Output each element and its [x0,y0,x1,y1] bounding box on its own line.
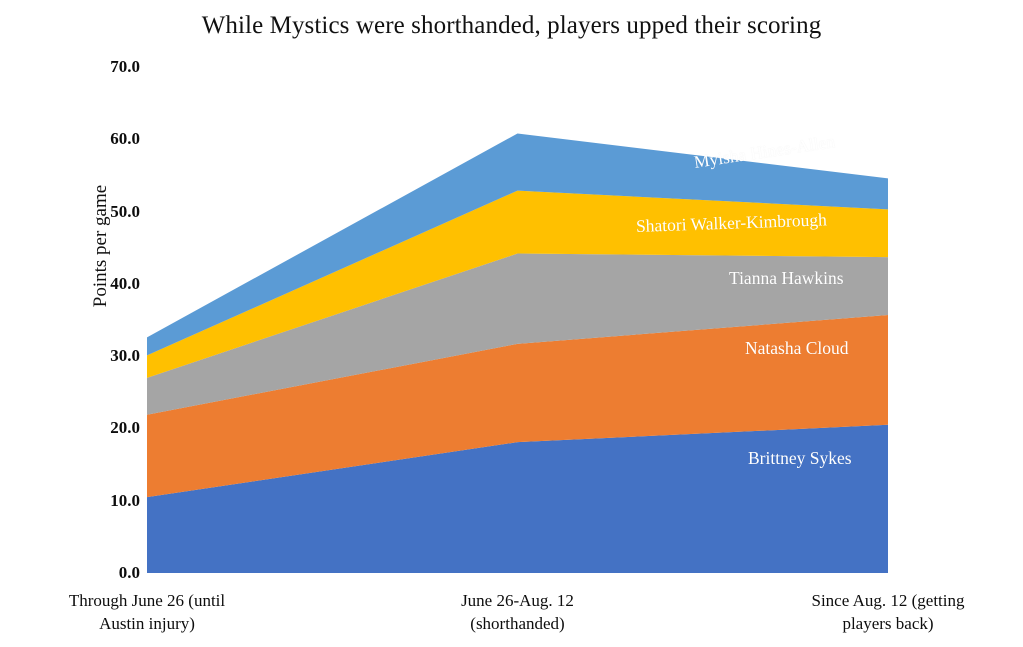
x-axis-tick-label: Since Aug. 12 (getting players back) [738,589,1023,635]
plot-area [147,67,888,573]
x-axis-tick-label-line2: (shorthanded) [470,614,565,633]
y-axis-tick-label: 40.0 [110,273,140,293]
y-axis-tick-label: 70.0 [110,57,140,76]
x-axis-tick-label-line1: Since Aug. 12 (getting [811,591,965,610]
series-label-brittney-sykes: Brittney Sykes [748,448,852,468]
area-bands [147,133,888,573]
x-axis-tick-label: June 26-Aug. 12 (shorthanded) [378,589,658,635]
y-axis-tick-label: 50.0 [110,201,140,221]
area-band-brittney-sykes [147,424,888,573]
area-band-natasha-cloud [147,314,888,498]
area-band-myisha-hines-allen [147,133,888,356]
x-axis-tick-label-line2: players back) [842,614,934,633]
series-label-tianna-hawkins: Tianna Hawkins [729,268,844,288]
x-axis-tick-label-line2: Austin injury) [99,614,195,633]
series-label-natasha-cloud: Natasha Cloud [745,338,849,358]
x-axis-tick-label: Through June 26 (until Austin injury) [7,589,287,635]
y-axis-tick-label: 20.0 [110,418,140,438]
y-axis-tick-label: 30.0 [110,346,140,366]
y-axis-ticks: 70.0 60.0 50.0 40.0 30.0 20.0 10.0 0.0 [74,0,140,646]
area-band-tianna-hawkins [147,253,888,415]
y-axis-tick-label: 0.0 [118,563,140,582]
x-axis-tick-label-line1: Through June 26 (until [68,591,226,610]
y-axis-tick-label: 10.0 [110,490,140,510]
page-title: While Mystics were shorthanded, players … [201,12,822,39]
x-axis-tick-label-line1: June 26-Aug. 12 [461,591,574,610]
x-axis-ticks: Through June 26 (until Austin injury) June… [0,589,1023,647]
area-band-shatori-walker-kimbrough [147,190,888,378]
y-axis-tick-label: 60.0 [110,129,140,149]
